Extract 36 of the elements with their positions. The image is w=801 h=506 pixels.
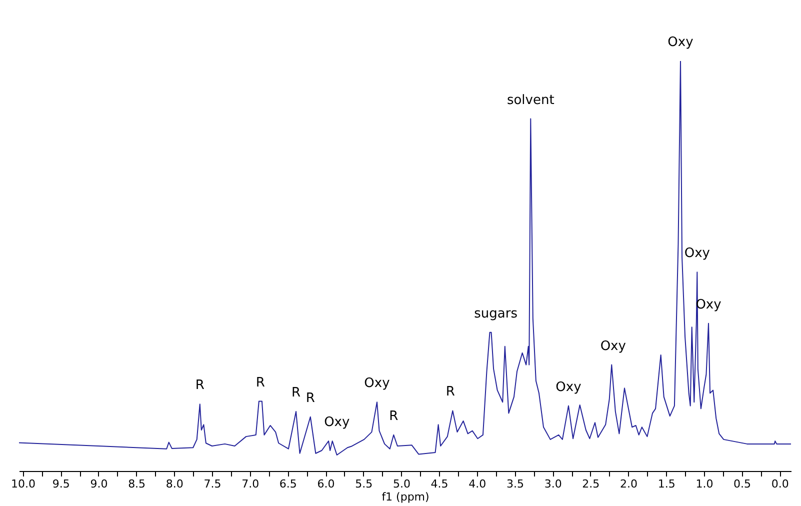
- x-tick-label: 2.0: [620, 478, 638, 490]
- x-tick-label: 7.0: [242, 478, 260, 490]
- annotation: sugars: [474, 306, 518, 322]
- x-tick-label: 8.5: [128, 478, 146, 490]
- x-tick-label: 3.0: [544, 478, 562, 490]
- annotation: Oxy: [556, 380, 582, 395]
- annotation: Oxy: [668, 35, 694, 50]
- x-tick-label: 9.0: [90, 478, 108, 490]
- x-tick-label: 1.5: [658, 478, 676, 490]
- x-tick-label: 6.5: [279, 478, 297, 490]
- annotation: Oxy: [600, 338, 626, 354]
- x-tick-label: 10.0: [11, 478, 36, 490]
- annotation: R: [389, 408, 398, 424]
- annotation: Oxy: [684, 246, 710, 262]
- x-tick-label: 9.5: [52, 478, 70, 490]
- annotation: Oxy: [324, 415, 350, 430]
- x-tick-label: 0.5: [734, 478, 752, 490]
- x-axis-title: f1 (ppm): [382, 490, 430, 504]
- x-tick-label: 4.5: [430, 478, 448, 490]
- x-tick-label: 7.5: [204, 478, 222, 490]
- annotation: R: [306, 390, 315, 406]
- annotation: solvent: [506, 92, 554, 108]
- annotation: R: [446, 384, 455, 400]
- x-tick-label: 5.5: [355, 478, 373, 490]
- x-tick-label: 5.0: [392, 478, 410, 490]
- x-tick-label: 3.5: [506, 478, 524, 490]
- x-tick-label: 8.0: [166, 478, 184, 490]
- x-tick-label: 6.0: [317, 478, 335, 490]
- annotation: R: [291, 386, 301, 401]
- annotation: R: [195, 378, 204, 394]
- annotation: R: [256, 375, 265, 390]
- annotation: Oxy: [364, 376, 390, 392]
- x-tick-label: 2.5: [582, 478, 600, 490]
- x-tick-label: 4.0: [468, 478, 486, 490]
- x-tick-label: 1.0: [696, 478, 714, 490]
- x-tick-label: 0.0: [771, 478, 789, 490]
